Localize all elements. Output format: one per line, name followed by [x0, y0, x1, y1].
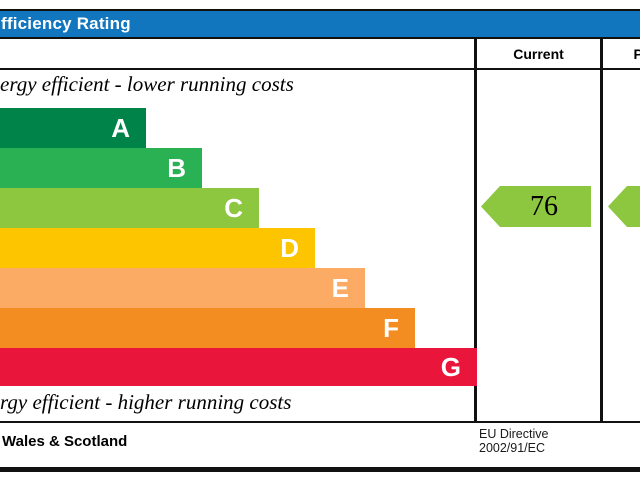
bottom-border [0, 467, 640, 472]
potential-column-header: Potential [633, 46, 640, 62]
band-b: B [0, 148, 202, 188]
potential-rating-arrow [608, 186, 640, 227]
region-label: Wales & Scotland [2, 433, 128, 450]
column-divider-left [474, 39, 477, 423]
bottom-note: rgy efficient - higher running costs [0, 390, 292, 414]
band-c: C [0, 188, 259, 228]
eu-directive-line1: EU Directive [479, 427, 549, 441]
band-d: D [0, 228, 315, 268]
top-note: ergy efficient - lower running costs [0, 72, 294, 96]
header-row-divider [0, 68, 640, 70]
current-rating-arrow: 76 [481, 186, 591, 227]
current-rating-value: 76 [530, 191, 558, 222]
band-a: A [0, 108, 146, 148]
column-divider-right [600, 39, 603, 423]
band-f: F [0, 308, 415, 348]
chart-title: fficiency Rating [1, 14, 131, 33]
eu-directive-line2: 2002/91/EC [479, 441, 546, 455]
eu-directive-label: EU Directive 2002/91/EC [479, 427, 548, 455]
footer-row-divider [0, 421, 640, 423]
band-e: E [0, 268, 365, 308]
band-g: G [0, 348, 477, 386]
current-column-header: Current [513, 46, 564, 62]
title-bar: fficiency Rating [0, 9, 640, 39]
